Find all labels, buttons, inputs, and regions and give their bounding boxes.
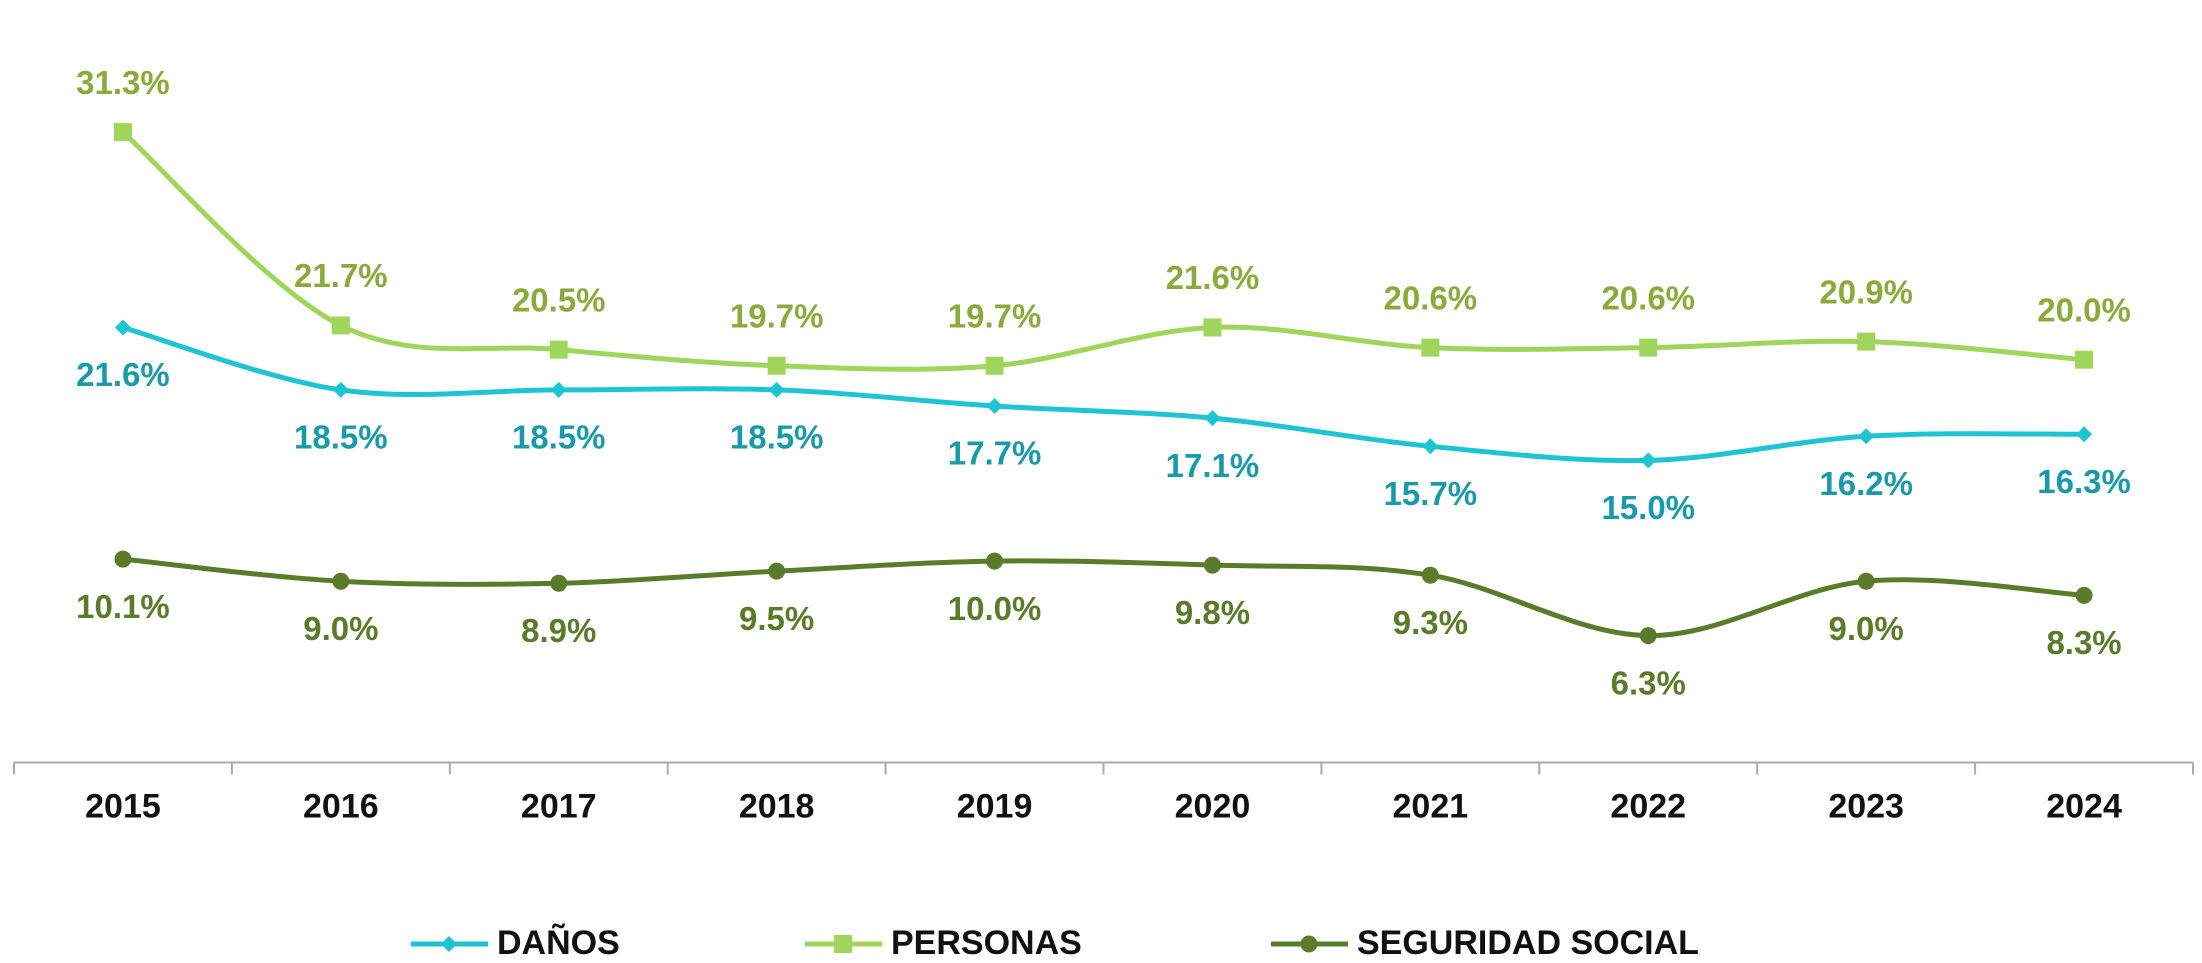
x-tick-label: 2016 (303, 787, 379, 825)
data-label: 17.7% (948, 435, 1042, 472)
x-tick-label: 2015 (85, 787, 161, 825)
data-label: 20.9% (1819, 273, 1913, 310)
data-label: 10.1% (76, 588, 170, 625)
point-marker (985, 356, 1004, 375)
series-line (122, 556, 2085, 639)
point-marker (1421, 338, 1440, 357)
point-marker (550, 574, 568, 592)
point-marker (549, 340, 568, 359)
x-tick-label: 2019 (957, 787, 1033, 825)
x-tick-label: 2021 (1393, 787, 1469, 825)
series-line (122, 325, 2085, 464)
x-tick-label: 2018 (739, 787, 815, 825)
data-label: 31.3% (76, 64, 170, 101)
legend-label: SEGURIDAD SOCIAL (1357, 924, 1699, 962)
point-marker (332, 381, 349, 398)
legend-label: PERSONAS (891, 924, 1082, 962)
data-label: 18.5% (512, 419, 606, 456)
point-marker (331, 316, 350, 335)
data-label: 17.1% (1166, 447, 1260, 484)
data-label: 18.5% (294, 419, 388, 456)
data-label: 8.3% (2046, 624, 2121, 661)
data-label: 20.6% (1601, 279, 1695, 316)
data-label: 9.8% (1175, 594, 1250, 631)
point-marker (986, 552, 1004, 570)
data-label: 19.7% (948, 297, 1042, 334)
data-label: 9.0% (303, 610, 378, 647)
x-tick-label: 2020 (1175, 787, 1251, 825)
point-marker (1858, 428, 1875, 445)
data-label: 9.0% (1829, 610, 1904, 647)
point-marker (114, 550, 132, 568)
data-label: 15.0% (1601, 489, 1695, 526)
point-marker (2075, 350, 2094, 369)
point-marker (1422, 438, 1439, 455)
point-marker (114, 319, 131, 336)
point-marker (767, 356, 786, 375)
point-marker (1639, 338, 1658, 357)
point-marker (1203, 556, 1221, 574)
data-label: 9.5% (739, 600, 814, 637)
data-label: 10.0% (948, 590, 1042, 627)
point-marker (550, 381, 567, 398)
data-label: 19.7% (730, 297, 824, 334)
data-label: 20.0% (2037, 291, 2131, 328)
legend-marker (441, 936, 457, 952)
series-line (121, 130, 2085, 372)
point-marker (1203, 318, 1222, 337)
data-label: 6.3% (1611, 664, 1686, 701)
x-tick-label: 2023 (1828, 787, 1904, 825)
point-marker (1639, 627, 1657, 645)
data-label: 15.7% (1384, 475, 1478, 512)
point-marker (986, 398, 1003, 415)
point-marker (1421, 566, 1439, 584)
point-marker (768, 562, 786, 580)
point-marker (2076, 426, 2093, 443)
data-label: 9.3% (1393, 604, 1468, 641)
legend-label: DAÑOS (497, 924, 620, 962)
point-marker (1204, 410, 1221, 427)
legend-marker (834, 935, 852, 953)
data-label: 16.3% (2037, 463, 2131, 500)
data-label: 20.6% (1384, 279, 1478, 316)
x-tick-label: 2017 (521, 787, 597, 825)
data-label: 18.5% (730, 419, 824, 456)
data-label: 20.5% (512, 281, 606, 318)
point-marker (1857, 332, 1876, 351)
data-label: 16.2% (1819, 465, 1913, 502)
x-tick-label: 2022 (1610, 787, 1686, 825)
point-marker (113, 123, 132, 142)
point-marker (1857, 572, 1875, 590)
point-marker (1640, 452, 1657, 469)
point-marker (332, 572, 350, 590)
data-label: 21.6% (1166, 259, 1260, 296)
data-label: 8.9% (521, 612, 596, 649)
legend-marker (1300, 935, 1318, 953)
data-label: 21.6% (76, 356, 170, 393)
x-tick-label: 2024 (2046, 787, 2122, 825)
data-label: 21.7% (294, 257, 388, 294)
point-marker (768, 381, 785, 398)
point-marker (2075, 586, 2093, 604)
